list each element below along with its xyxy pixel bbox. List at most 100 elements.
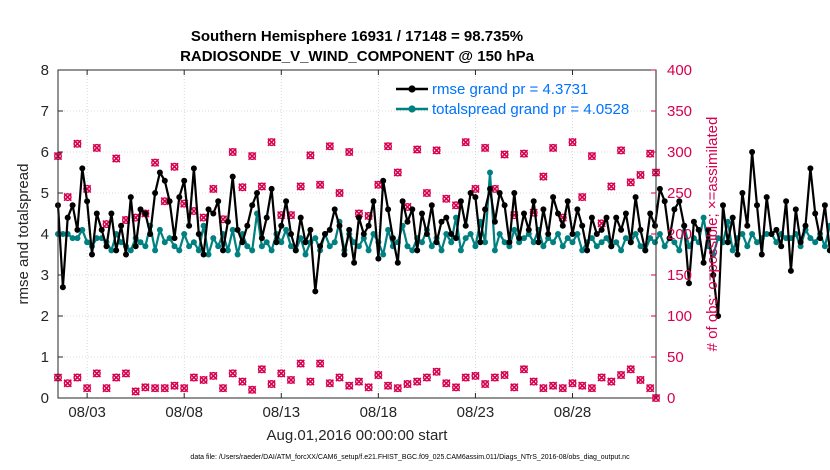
y-tick-label: 1: [41, 349, 49, 366]
rmse-point: [754, 202, 760, 209]
obs-possible-marker: [364, 211, 373, 220]
obs-assimilated-marker: [315, 359, 325, 368]
totalspread-point: [516, 239, 523, 246]
obs-possible-marker: [267, 138, 276, 147]
totalspread-point: [258, 243, 265, 250]
rmse-point: [399, 198, 406, 205]
totalspread-point: [739, 231, 746, 237]
obs-assimilated-marker: [238, 377, 247, 386]
obs-assimilated-marker: [539, 383, 548, 393]
totalspread-point: [618, 247, 625, 254]
rmse-point: [108, 210, 115, 217]
rmse-point: [812, 210, 819, 217]
totalspread-point: [127, 247, 134, 254]
y-tick-label: 6: [41, 144, 49, 161]
totalspread-point: [501, 239, 508, 246]
obs-assimilated-marker: [548, 381, 558, 390]
rmse-point: [443, 214, 450, 221]
rmse-point: [268, 185, 275, 192]
obs-assimilated-marker: [519, 149, 529, 158]
obs-assimilated-marker: [626, 178, 635, 187]
rmse-point: [307, 226, 314, 233]
rmse-point: [686, 280, 692, 287]
rmse-point: [603, 214, 610, 221]
totalspread-point: [647, 235, 654, 242]
obs-possible-marker: [413, 145, 422, 154]
totalspread-point: [190, 239, 197, 246]
rmse-point: [263, 214, 270, 221]
x-tick-label: 08/13: [263, 404, 301, 421]
obs-possible-marker: [646, 149, 655, 158]
y-axis-label: rmse and totalspread: [15, 164, 32, 305]
obs-possible-marker: [442, 194, 451, 203]
obs-possible-marker: [539, 384, 548, 393]
totalspread-point: [530, 239, 537, 246]
rmse-point: [234, 226, 241, 233]
obs-assimilated-marker: [315, 180, 325, 189]
rmse-point: [632, 194, 639, 201]
chart-title-line-2: RADIOSONDE_V_WIND_COMPONENT @ 150 hPa: [180, 48, 535, 65]
totalspread-point: [365, 247, 372, 254]
totalspread-point: [472, 243, 479, 250]
obs-assimilated-marker: [597, 373, 606, 382]
totalspread-point: [69, 235, 76, 242]
rmse-point: [200, 251, 207, 258]
obs-assimilated-marker: [403, 379, 412, 389]
rmse-point: [797, 239, 804, 246]
obs-assimilated-marker: [383, 142, 393, 151]
totalspread-point: [807, 235, 814, 242]
totalspread-point: [297, 235, 304, 242]
obs-possible-marker: [481, 380, 490, 389]
obs-possible-marker: [549, 143, 558, 152]
obs-assimilated-marker: [607, 182, 616, 191]
obs-assimilated-marker: [121, 369, 131, 378]
rmse-point: [113, 247, 120, 254]
totalspread-point: [210, 235, 217, 242]
totalspread-point: [744, 243, 751, 250]
legend-rmse-label: rmse grand pr = 4.3731: [432, 81, 588, 98]
rmse-point: [574, 206, 581, 213]
obs-possible-marker: [432, 367, 441, 376]
rmse-point: [681, 222, 688, 229]
obs-possible-marker: [636, 170, 645, 179]
rmse-point: [724, 239, 731, 246]
legend-rmse-marker: [408, 85, 416, 93]
rmse-point: [64, 214, 71, 221]
obs-assimilated-marker: [413, 145, 422, 154]
rmse-point: [545, 231, 552, 237]
rmse-point: [530, 198, 537, 205]
rmse-point: [778, 243, 785, 250]
totalspread-point: [821, 243, 828, 250]
obs-possible-marker: [63, 379, 72, 388]
rmse-point: [220, 247, 226, 254]
rmse-point: [695, 226, 702, 233]
obs-possible-marker: [578, 193, 587, 202]
rmse-point: [389, 235, 396, 242]
obs-assimilated-marker: [92, 369, 101, 378]
rmse-line: [56, 150, 830, 318]
totalspread-point: [215, 243, 222, 250]
rmse-point: [656, 185, 663, 192]
totalspread-point: [812, 239, 819, 246]
rmse-point: [817, 235, 824, 242]
obs-assimilated-marker: [160, 197, 169, 206]
totalspread-point: [195, 247, 202, 254]
obs-possible-marker: [490, 373, 499, 382]
rmse-point: [807, 165, 814, 172]
rmse-point: [647, 210, 654, 217]
obs-possible-marker: [141, 383, 150, 392]
obs-assimilated-marker: [286, 375, 296, 385]
totalspread-point: [326, 243, 333, 250]
obs-possible-marker: [374, 371, 383, 380]
y-right-tick-label: 400: [667, 62, 692, 79]
totalspread-point: [205, 251, 212, 258]
totalspread-point: [754, 239, 760, 246]
obs-assimilated-marker: [218, 383, 228, 393]
totalspread-point: [593, 243, 600, 250]
rmse-point: [176, 194, 183, 201]
rmse-point: [79, 165, 86, 172]
obs-assimilated-marker: [247, 385, 257, 394]
obs-assimilated-marker: [646, 383, 655, 393]
totalspread-point: [656, 231, 663, 237]
totalspread-point: [176, 247, 183, 254]
